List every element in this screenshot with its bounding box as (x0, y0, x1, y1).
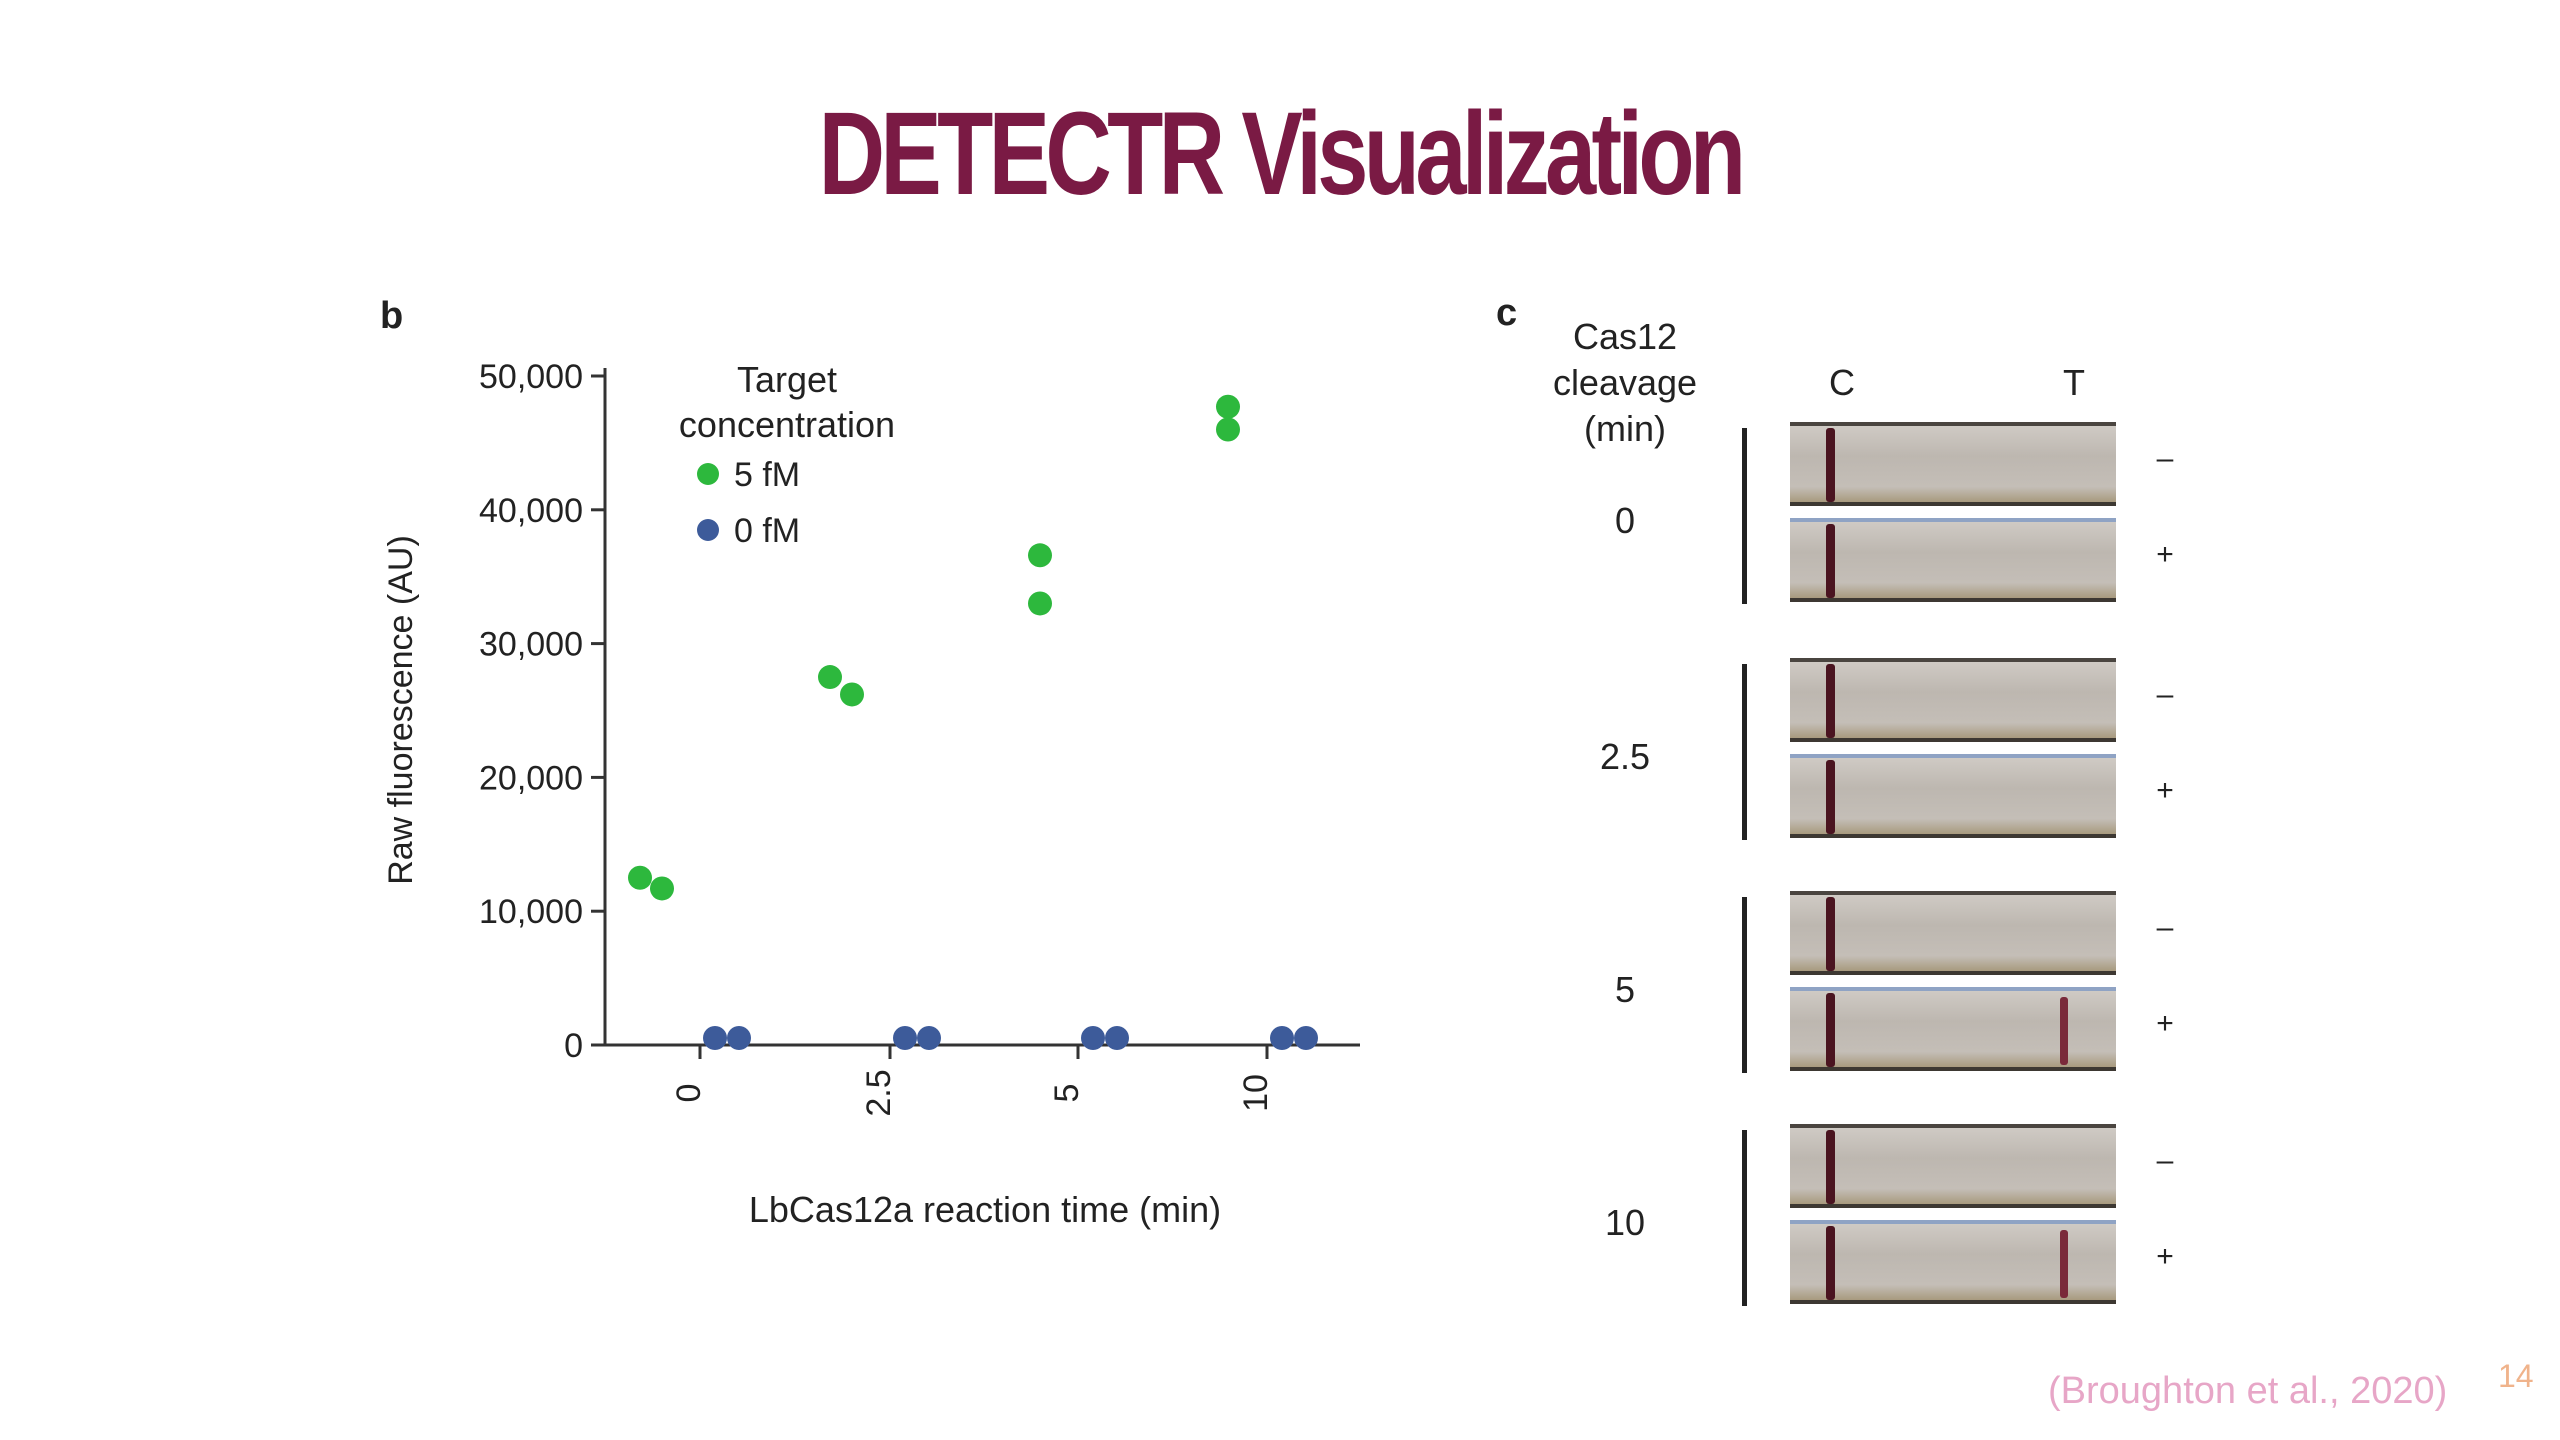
slide-number: 14 (2498, 1358, 2534, 1394)
data-point-5fm (1216, 394, 1240, 419)
data-point-5fm (650, 876, 674, 901)
data-point-0fm (727, 1026, 751, 1050)
x-tick-label: 10 (1237, 1074, 1275, 1112)
legend-marker (697, 519, 719, 541)
data-point-5fm (1216, 417, 1240, 442)
legend-label: 0 fM (734, 512, 800, 550)
data-point-5fm (628, 865, 652, 890)
data-point-5fm (1028, 543, 1052, 568)
data-point-5fm (840, 682, 864, 707)
data-point-0fm (893, 1026, 917, 1050)
legend-marker (697, 463, 719, 485)
data-point-0fm (1294, 1026, 1318, 1050)
y-axis-ticks: 0 10,000 20,000 30,000 40,000 50,000 (479, 358, 605, 1065)
data-point-0fm (703, 1026, 727, 1050)
y-tick-label: 10,000 (479, 893, 583, 931)
y-tick-label: 0 (564, 1027, 583, 1065)
data-points (628, 394, 1318, 1050)
data-point-0fm (1270, 1026, 1294, 1050)
legend-title-line-1: Target (737, 359, 837, 400)
x-tick-label: 2.5 (860, 1069, 898, 1116)
y-tick-label: 40,000 (479, 492, 583, 530)
y-axis-label: Raw fluorescence (AU) (382, 535, 420, 885)
legend-label: 5 fM (734, 456, 800, 494)
slide-title: DETECTR Visualization (818, 88, 1747, 220)
legend-title-line-2: concentration (679, 404, 895, 445)
x-axis-label: LbCas12a reaction time (min) (749, 1189, 1221, 1230)
panel-label-b: b (380, 295, 403, 337)
data-point-0fm (1105, 1026, 1129, 1050)
data-point-0fm (1081, 1026, 1105, 1050)
data-point-5fm (818, 665, 842, 690)
x-axis-ticks: 0 2.5 5 10 (670, 1045, 1275, 1117)
citation: (Broughton et al., 2020) (2048, 1370, 2448, 1412)
data-point-0fm (917, 1026, 941, 1050)
data-point-5fm (1028, 591, 1052, 616)
x-tick-label: 0 (670, 1084, 708, 1103)
x-tick-label: 5 (1048, 1084, 1086, 1103)
y-tick-label: 20,000 (479, 759, 583, 797)
y-tick-label: 30,000 (479, 626, 583, 664)
chart-axes (603, 368, 1360, 1047)
y-tick-label: 50,000 (479, 358, 583, 396)
chart-legend: Target concentration 5 fM 0 fM (679, 359, 895, 550)
